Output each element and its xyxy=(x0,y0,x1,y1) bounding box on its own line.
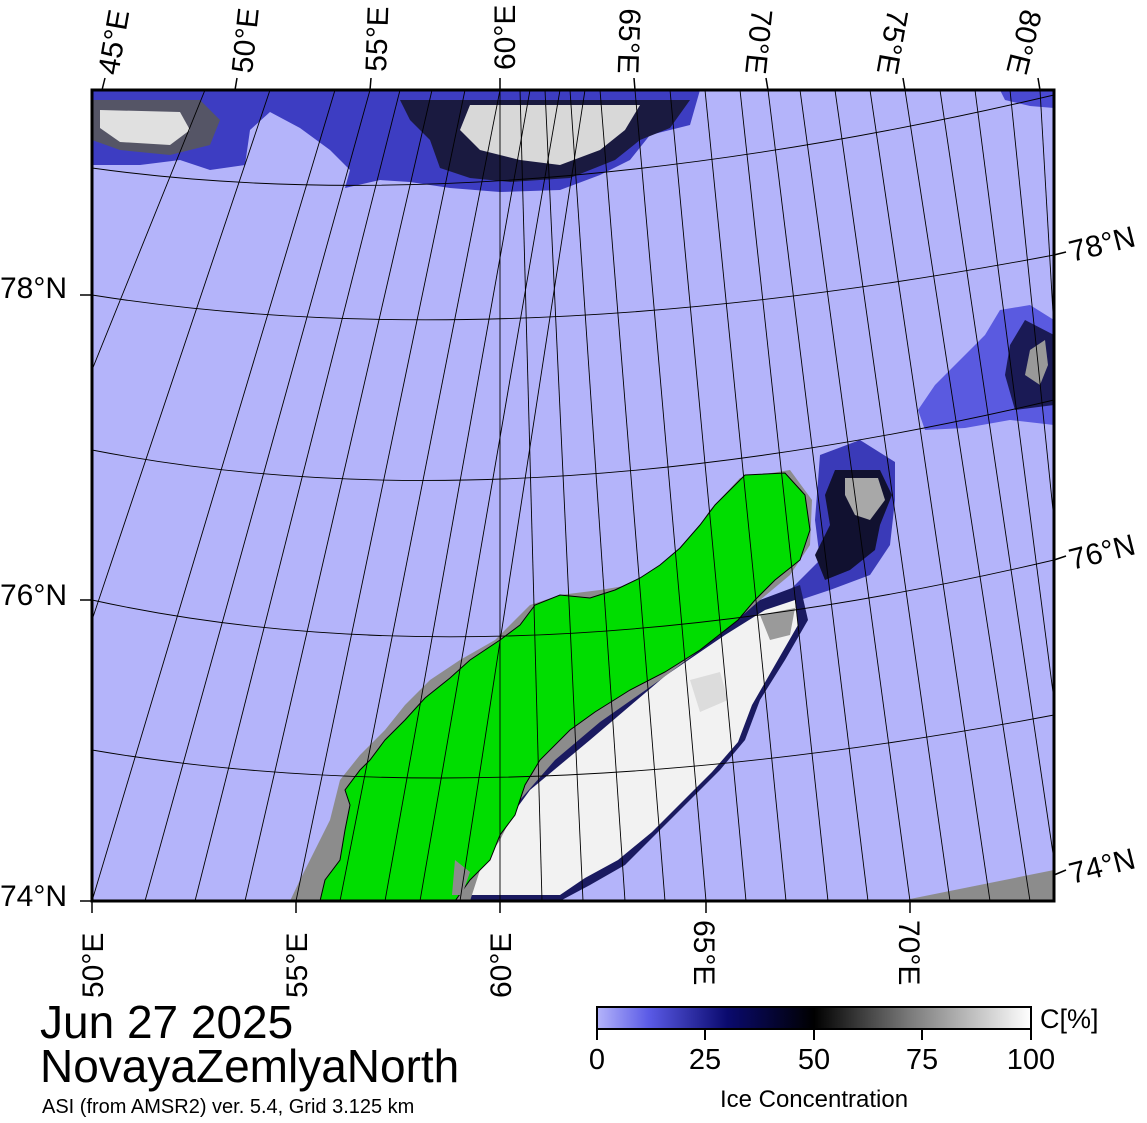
bottom-lon-label: 60°E xyxy=(485,933,518,998)
bottom-lon-label: 50°E xyxy=(77,933,110,998)
ice-north-tip-bright xyxy=(845,478,885,520)
sea-ice-map: 45°E 50°E 55°E 60°E 65°E 70°E 75°E 80°E … xyxy=(0,5,1139,998)
colorbar-label: Ice Concentration xyxy=(719,1086,909,1113)
product-description: ASI (from AMSR2) ver. 5.4, Grid 3.125 km xyxy=(42,1096,415,1118)
ice-pack-top-left-bright xyxy=(100,110,190,145)
ice-pack-top-bright xyxy=(460,105,640,165)
colorbar-gradient xyxy=(596,1006,1032,1030)
frame-ticks xyxy=(80,77,1067,913)
left-lat-label: 76°N xyxy=(0,579,67,612)
parallel-lines xyxy=(92,94,1054,779)
meridian-lines xyxy=(92,90,1054,901)
ice-strip-right-bright xyxy=(1025,340,1048,385)
colorbar-tick: 0 xyxy=(588,1044,606,1076)
left-lat-label: 74°N xyxy=(0,880,67,913)
bottom-lon-label: 70°E xyxy=(892,920,925,985)
map-frame xyxy=(90,88,1056,903)
colorbar-tick: 25 xyxy=(688,1044,722,1076)
colorbar-tick: 75 xyxy=(905,1044,939,1076)
southeast-land xyxy=(900,870,1054,901)
left-lat-label: 78°N xyxy=(0,272,67,305)
date-title: Jun 27 2025 xyxy=(40,996,294,1048)
top-lon-label: 65°E xyxy=(611,8,646,75)
bottom-lon-label: 65°E xyxy=(687,920,720,985)
colorbar-tick: 100 xyxy=(1006,1044,1056,1076)
kara-sea-ice-grey-patch xyxy=(760,608,795,640)
top-lon-label: 50°E xyxy=(226,6,266,74)
kara-sea-ice-grey-patch-2 xyxy=(690,672,728,712)
novaya-zemlya-land xyxy=(319,472,811,901)
top-lon-label: 60°E xyxy=(489,5,522,70)
kara-gate-ice-edge xyxy=(452,860,470,895)
bottom-lon-label: 55°E xyxy=(281,933,314,998)
region-title: NovayaZemlyaNorth xyxy=(40,1040,460,1092)
top-lon-label: 55°E xyxy=(360,6,395,73)
colorbar-tick: 50 xyxy=(797,1044,831,1076)
top-lon-label: 70°E xyxy=(738,7,778,75)
colorbar-unit: C[%] xyxy=(1040,1004,1099,1034)
